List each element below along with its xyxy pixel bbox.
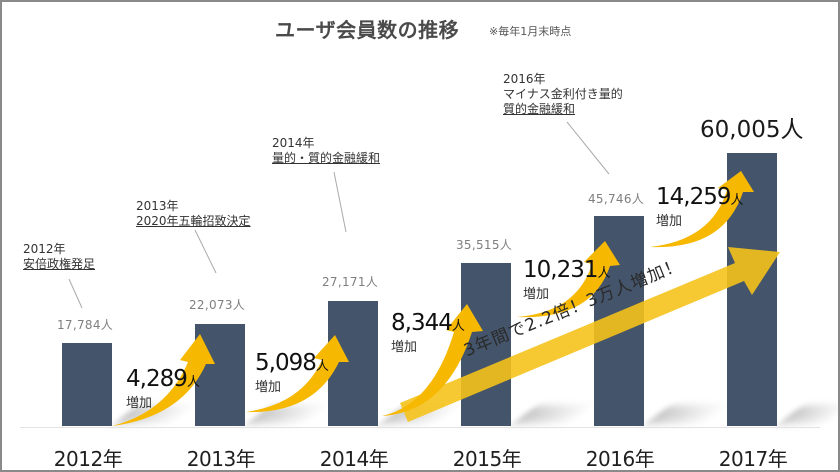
increase-label-2016: 10,231人 増加	[523, 257, 611, 302]
leader-line	[68, 278, 83, 309]
value-label-2012: 17,784人	[57, 318, 114, 332]
value-label-2017: 60,005人	[700, 117, 804, 143]
value-label-2013: 22,073人	[189, 298, 246, 312]
event-annotation-2014: 2014年 量的・質的金融緩和	[272, 136, 381, 165]
event-annotation-2012: 2012年 安倍政権発足	[23, 242, 96, 271]
increase-label-2013: 4,289人 増加	[126, 366, 200, 411]
x-axis-line	[20, 427, 820, 428]
x-label-2012: 2012年	[53, 447, 123, 471]
x-label-2017: 2017年	[718, 447, 788, 471]
chart-title: ユーザ会員数の推移	[275, 18, 460, 42]
increase-label-2015: 8,344人 増加	[391, 310, 465, 355]
event-annotation-2013: 2013年 2020年五輪招致決定	[136, 199, 251, 228]
event-annotation-2016: 2016年 マイナス金利付き量的 質的金融緩和	[503, 72, 623, 116]
increase-label-2017: 14,259人 増加	[656, 184, 744, 229]
x-label-2013: 2013年	[186, 447, 256, 471]
increase-label-2014: 5,098人 増加	[255, 350, 329, 395]
x-label-2016: 2016年	[585, 447, 655, 471]
value-label-2016: 45,746人	[588, 192, 645, 206]
increase-arrow-icon	[382, 304, 483, 416]
increase-arrow-icon	[246, 335, 349, 413]
chart-note: ※毎年1月末時点	[489, 25, 572, 38]
growth-banner-arrow	[400, 247, 780, 422]
x-label-2014: 2014年	[319, 447, 389, 471]
leader-line	[566, 121, 610, 175]
x-label-2015: 2015年	[452, 447, 522, 471]
value-label-2014: 27,171人	[322, 275, 379, 289]
value-label-2015: 35,515人	[456, 238, 513, 252]
leader-line	[194, 229, 217, 274]
bar-2012	[62, 343, 112, 426]
increase-arrow-icon	[112, 334, 215, 426]
bar-2015	[461, 263, 511, 426]
increase-arrow-icon	[517, 241, 620, 318]
leader-line	[333, 171, 347, 233]
increase-arrow-icon	[650, 171, 754, 248]
